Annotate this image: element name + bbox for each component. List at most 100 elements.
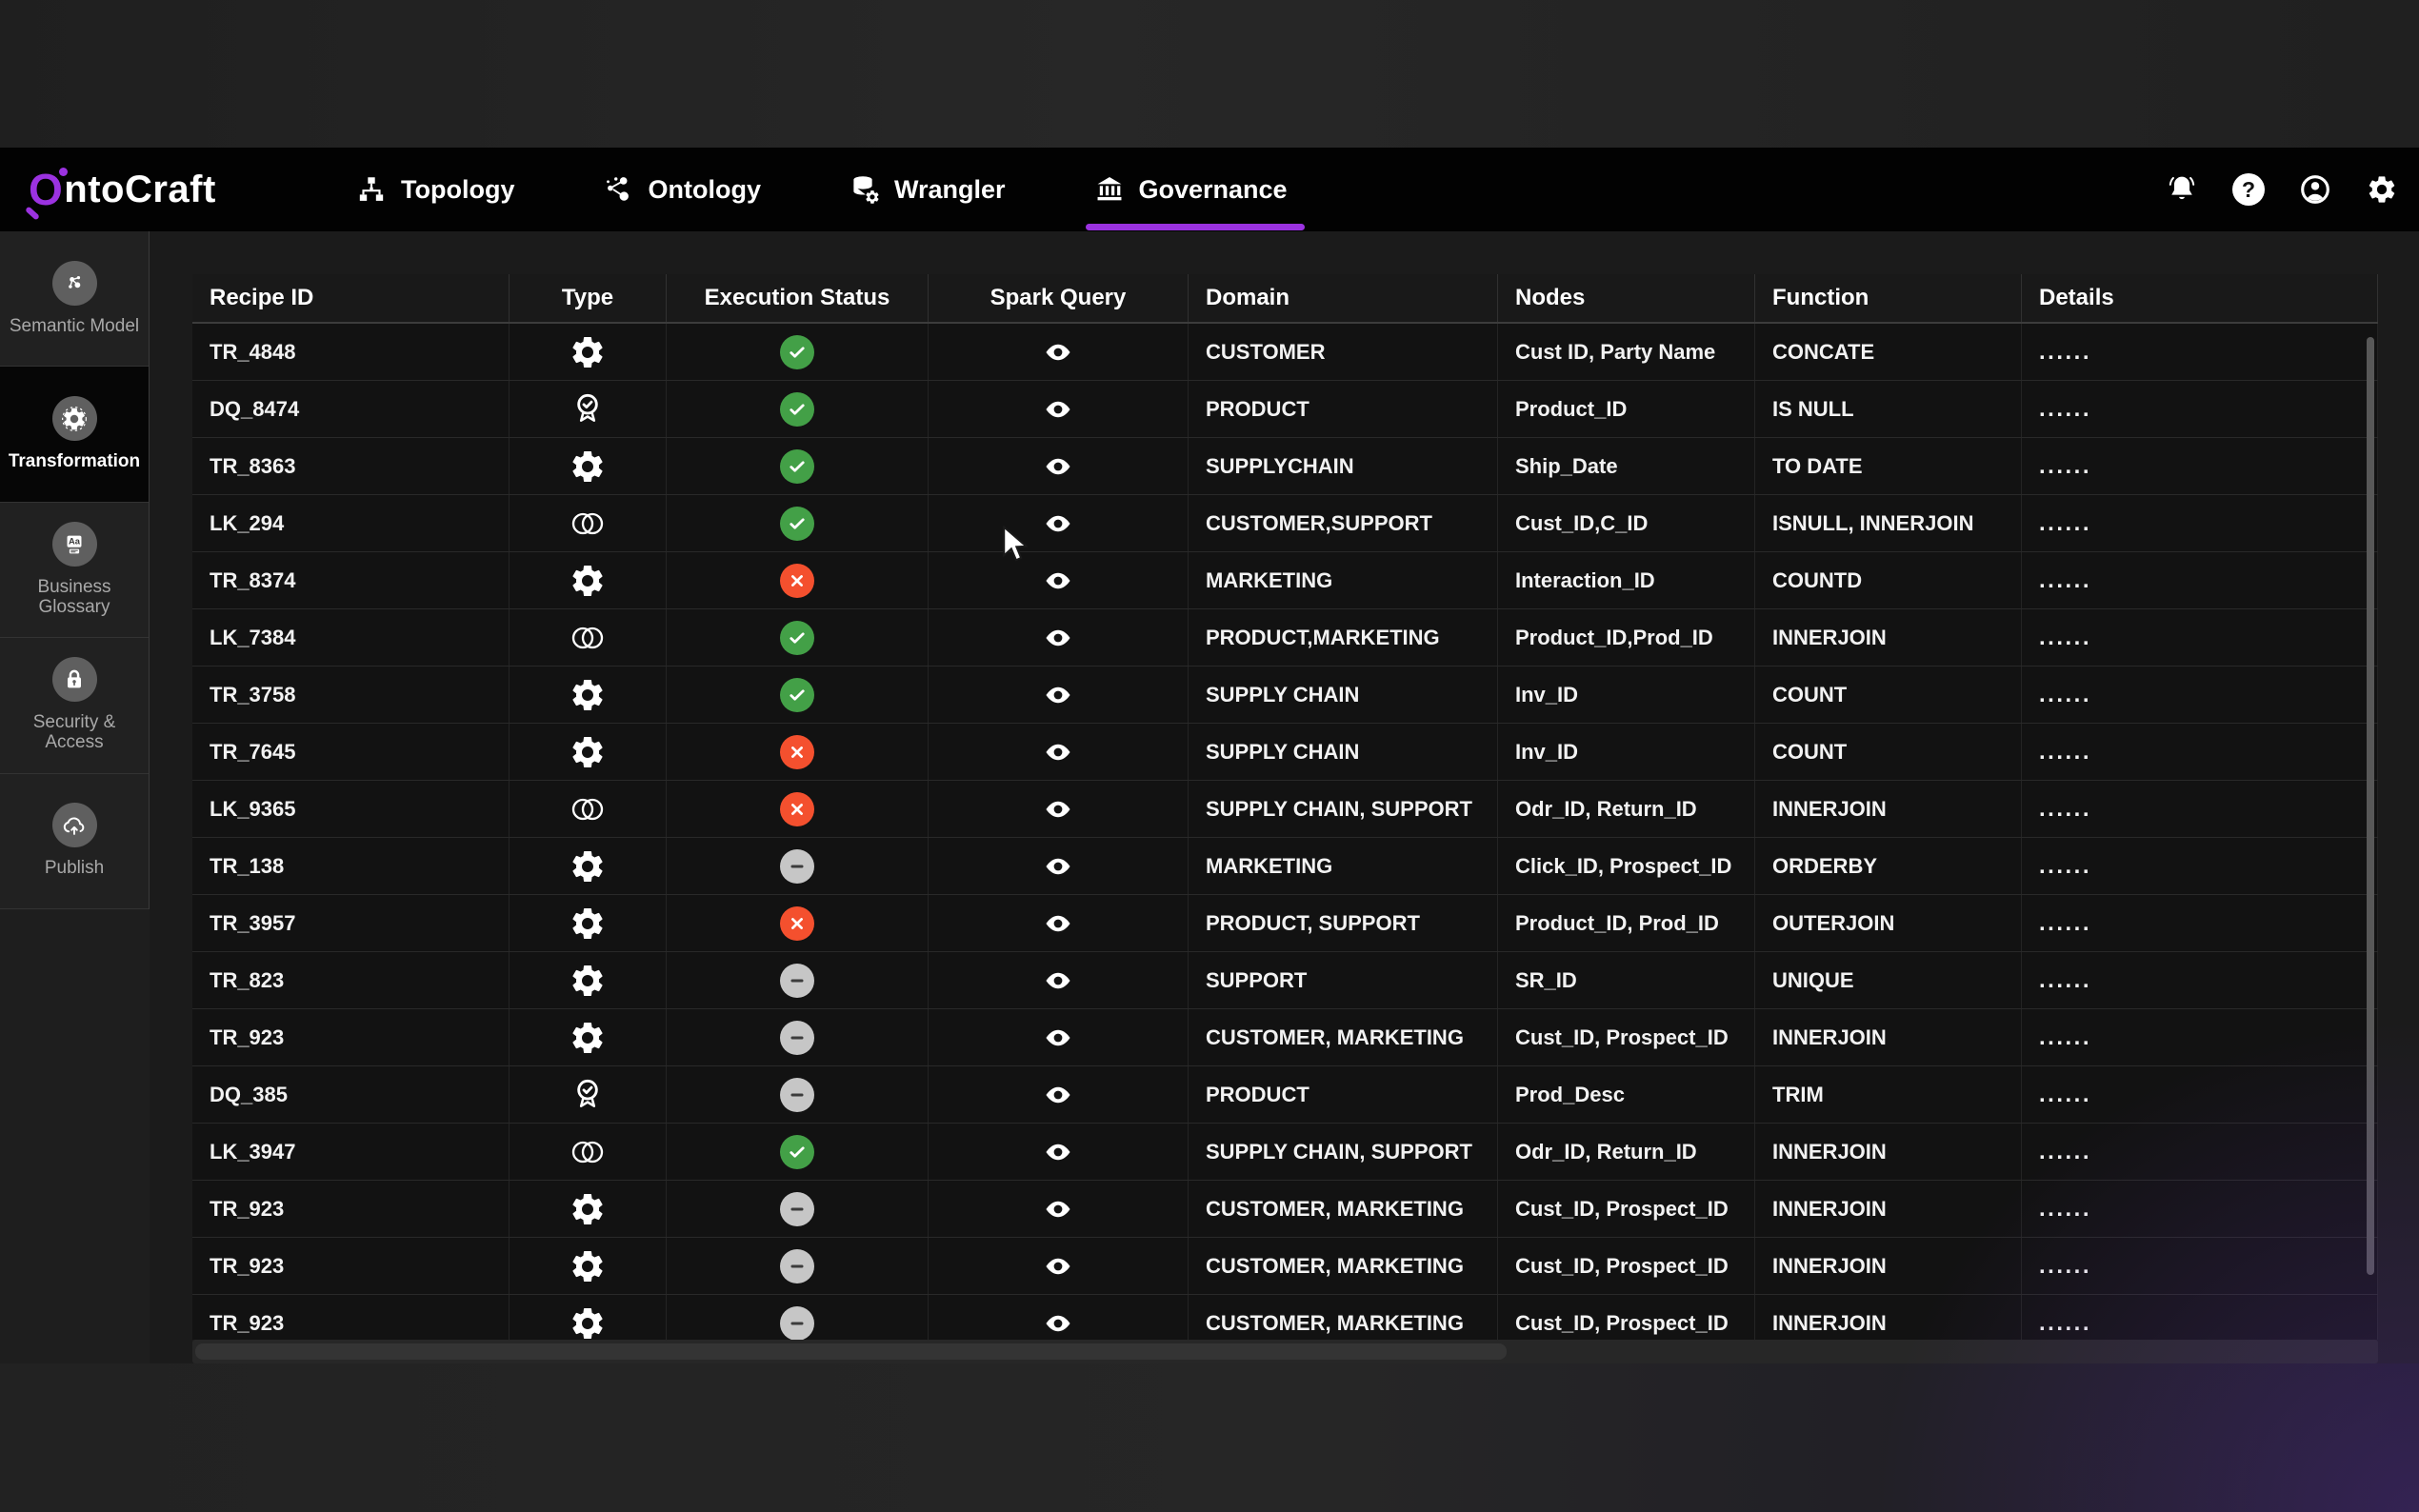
- recipe-id: TR_7645: [210, 739, 296, 764]
- cell-recipe-id: TR_923: [192, 1295, 510, 1340]
- sidebar-item-publish[interactable]: Publish: [0, 774, 149, 909]
- table-row[interactable]: TR_923 CUSTOMER, MARKETING Cust_ID, Pros…: [192, 1295, 2378, 1340]
- help-button[interactable]: [2232, 173, 2265, 206]
- cell-nodes: Ship_Date: [1498, 438, 1755, 494]
- horizontal-scrollbar[interactable]: [192, 1340, 2378, 1363]
- status-failed-icon: [780, 563, 814, 598]
- cell-type: [510, 609, 667, 666]
- column-header-details: Details: [2022, 274, 2378, 322]
- table-row[interactable]: TR_8363 SUPPLYCHAIN Ship_Date TO DATE ..…: [192, 438, 2378, 495]
- eye-icon[interactable]: [1040, 1024, 1076, 1052]
- column-header-domain: Domain: [1189, 274, 1498, 322]
- recipe-id: DQ_8474: [210, 396, 300, 421]
- cell-recipe-id: TR_923: [192, 1009, 510, 1065]
- status-failed-icon: [780, 791, 814, 826]
- table-row[interactable]: TR_138 MARKETING Click_ID, Prospect_ID O…: [192, 838, 2378, 895]
- eye-icon[interactable]: [1040, 1138, 1076, 1166]
- semantic-model-icon: [51, 260, 97, 306]
- cell-execution-status: [667, 1181, 929, 1237]
- eye-icon[interactable]: [1040, 1081, 1076, 1109]
- publish-icon: [51, 803, 97, 848]
- gear-icon: [569, 1304, 607, 1341]
- badge-icon: [569, 1076, 607, 1114]
- cell-details: ......: [2022, 1124, 2378, 1180]
- status-success-icon: [780, 334, 814, 369]
- recipe-id: TR_8363: [210, 453, 296, 478]
- cell-domain: SUPPLY CHAIN, SUPPORT: [1189, 781, 1498, 837]
- cell-function: COUNT: [1755, 724, 2022, 780]
- cell-recipe-id: LK_9365: [192, 781, 510, 837]
- table-row[interactable]: TR_923 CUSTOMER, MARKETING Cust_ID, Pros…: [192, 1238, 2378, 1295]
- eye-icon[interactable]: [1040, 738, 1076, 766]
- eye-icon[interactable]: [1040, 1309, 1076, 1338]
- cell-type: [510, 1238, 667, 1294]
- ontology-icon: [602, 173, 634, 206]
- horizontal-scrollbar-thumb[interactable]: [195, 1343, 1507, 1360]
- nav-tab-wrangler[interactable]: Wrangler: [849, 148, 1006, 231]
- table-row[interactable]: LK_3947 SUPPLY CHAIN, SUPPORT Odr_ID, Re…: [192, 1124, 2378, 1181]
- table-row[interactable]: LK_294 CUSTOMER,SUPPORT Cust_ID,C_ID ISN…: [192, 495, 2378, 552]
- eye-icon[interactable]: [1040, 909, 1076, 938]
- recipe-id: LK_294: [210, 510, 285, 535]
- status-pending-icon: [780, 1020, 814, 1055]
- table-row[interactable]: TR_7645 SUPPLY CHAIN Inv_ID COUNT ......: [192, 724, 2378, 781]
- cell-domain: PRODUCT, SUPPORT: [1189, 895, 1498, 951]
- sidebar-item-semantic-model[interactable]: Semantic Model: [0, 231, 149, 368]
- cell-recipe-id: TR_8374: [192, 552, 510, 608]
- cell-execution-status: [667, 952, 929, 1008]
- eye-icon[interactable]: [1040, 852, 1076, 881]
- status-success-icon: [780, 677, 814, 712]
- table-row[interactable]: TR_8374 MARKETING Interaction_ID COUNTD …: [192, 552, 2378, 609]
- table-row[interactable]: TR_4848 CUSTOMER Cust ID, Party Name CON…: [192, 324, 2378, 381]
- nav-tab-ontology[interactable]: Ontology: [602, 148, 761, 231]
- eye-icon[interactable]: [1040, 624, 1076, 652]
- notifications-button[interactable]: [2166, 173, 2198, 206]
- eye-icon[interactable]: [1040, 966, 1076, 995]
- sidebar-item-security-access[interactable]: Security & Access: [0, 638, 149, 774]
- table-row[interactable]: LK_9365 SUPPLY CHAIN, SUPPORT Odr_ID, Re…: [192, 781, 2378, 838]
- cell-spark-query: [929, 1295, 1189, 1340]
- status-pending-icon: [780, 848, 814, 884]
- cell-domain: SUPPORT: [1189, 952, 1498, 1008]
- settings-button[interactable]: [2366, 173, 2398, 206]
- eye-icon[interactable]: [1040, 567, 1076, 595]
- cell-function: ORDERBY: [1755, 838, 2022, 894]
- cell-function: INNERJOIN: [1755, 1181, 2022, 1237]
- sidebar-item-transformation[interactable]: Transformation: [0, 367, 149, 503]
- eye-icon[interactable]: [1040, 1195, 1076, 1224]
- table-row[interactable]: TR_3758 SUPPLY CHAIN Inv_ID COUNT ......: [192, 666, 2378, 724]
- eye-icon[interactable]: [1040, 395, 1076, 424]
- cell-nodes: Cust_ID, Prospect_ID: [1498, 1181, 1755, 1237]
- sidebar-item-business-glossary[interactable]: Aa Business Glossary: [0, 503, 149, 639]
- nav-tab-topology[interactable]: Topology: [355, 148, 514, 231]
- eye-icon[interactable]: [1040, 452, 1076, 481]
- nav-tab-governance[interactable]: Governance: [1085, 148, 1305, 231]
- primary-nav: Topology Ontology Wrangler Governance: [355, 148, 1375, 231]
- table-row[interactable]: DQ_8474 PRODUCT Product_ID IS NULL .....…: [192, 381, 2378, 438]
- cell-execution-status: [667, 781, 929, 837]
- sidebar-item-label: Business Glossary: [37, 577, 111, 617]
- cell-nodes: Product_ID,Prod_ID: [1498, 609, 1755, 666]
- cell-details: ......: [2022, 381, 2378, 437]
- eye-icon[interactable]: [1040, 509, 1076, 538]
- table-row[interactable]: TR_3957 PRODUCT, SUPPORT Product_ID, Pro…: [192, 895, 2378, 952]
- cell-execution-status: [667, 324, 929, 380]
- vertical-scrollbar[interactable]: [2367, 337, 2374, 1275]
- eye-icon[interactable]: [1040, 681, 1076, 709]
- cell-spark-query: [929, 324, 1189, 380]
- recipe-id: TR_923: [210, 1196, 285, 1221]
- table-row[interactable]: LK_7384 PRODUCT,MARKETING Product_ID,Pro…: [192, 609, 2378, 666]
- table-row[interactable]: DQ_385 PRODUCT Prod_Desc TRIM ......: [192, 1066, 2378, 1124]
- cell-execution-status: [667, 1066, 929, 1123]
- eye-icon[interactable]: [1040, 795, 1076, 824]
- table-row[interactable]: TR_923 CUSTOMER, MARKETING Cust_ID, Pros…: [192, 1009, 2378, 1066]
- eye-icon[interactable]: [1040, 338, 1076, 367]
- account-button[interactable]: [2299, 173, 2331, 206]
- table-row[interactable]: TR_823 SUPPORT SR_ID UNIQUE ......: [192, 952, 2378, 1009]
- eye-icon[interactable]: [1040, 1252, 1076, 1281]
- gear-icon: [569, 962, 607, 1000]
- table-row[interactable]: TR_923 CUSTOMER, MARKETING Cust_ID, Pros…: [192, 1181, 2378, 1238]
- cell-execution-status: [667, 609, 929, 666]
